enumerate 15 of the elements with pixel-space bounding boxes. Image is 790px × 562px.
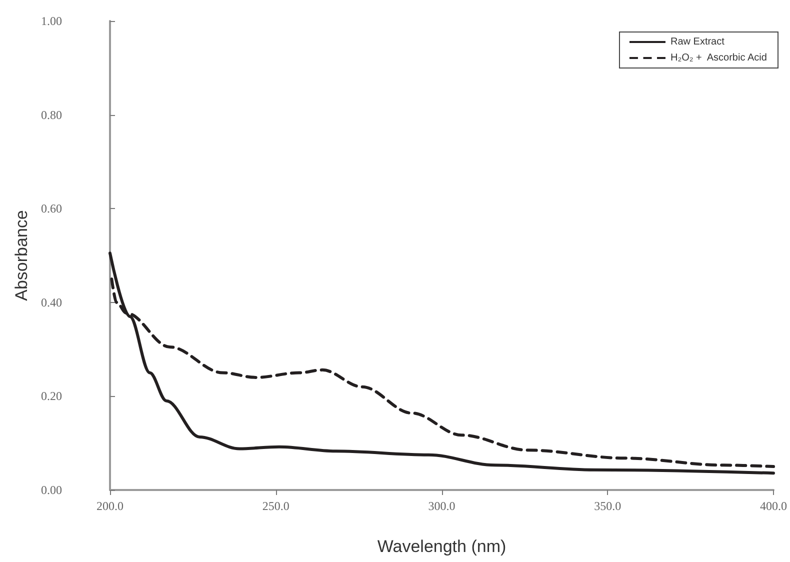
y-tick-label: 0.20 (41, 389, 62, 404)
y-tick-label: 0.60 (41, 202, 62, 216)
x-tick-label: 350.0 (594, 499, 622, 513)
legend-label: Raw Extract (670, 36, 725, 48)
x-tick-label: 300.0 (428, 499, 456, 513)
y-tick-label: 0.40 (41, 295, 62, 310)
x-tick-label: 250.0 (262, 499, 290, 513)
y-tick-label: 0.80 (41, 108, 62, 122)
y-axis-title: Absorbance (12, 210, 31, 301)
legend-label: H₂O₂ + Ascorbic Acid (670, 52, 767, 64)
x-axis-title: Wavelength (nm) (377, 537, 506, 556)
y-tick-label: 0.00 (41, 483, 62, 497)
x-tick-label: 200.0 (96, 499, 124, 513)
y-tick-label: 1.00 (41, 14, 62, 28)
x-tick-label: 400.0 (760, 499, 787, 513)
